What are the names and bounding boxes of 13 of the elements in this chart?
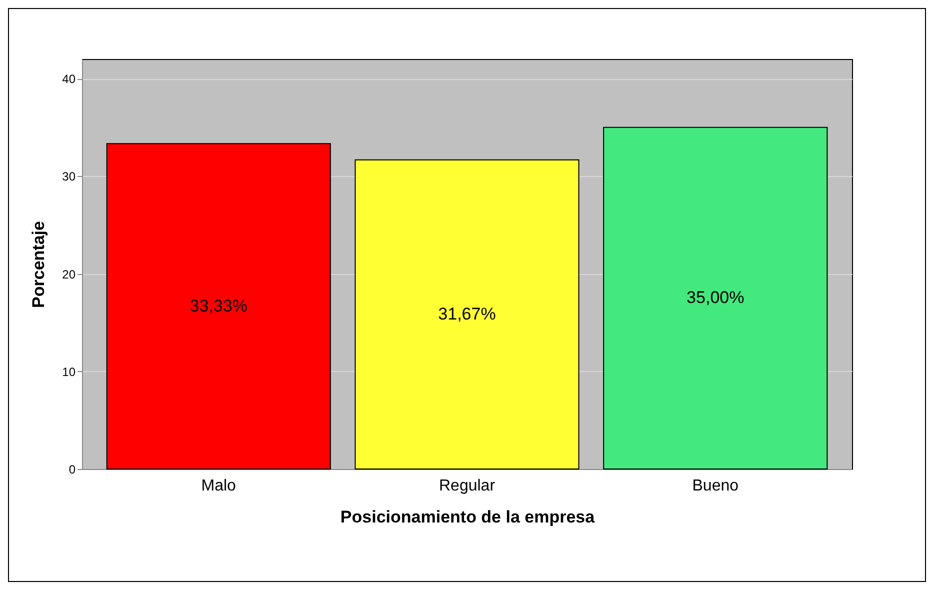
y-axis-title: Porcentaje	[29, 221, 48, 308]
x-tick-label: Malo	[201, 478, 236, 494]
data-label: 35,00%	[686, 288, 744, 308]
x-tick-label: Bueno	[692, 478, 739, 494]
y-tick-label: 10	[62, 364, 76, 379]
data-label: 33,33%	[190, 296, 248, 316]
y-tick-label: 0	[68, 462, 76, 476]
data-label: 31,67%	[438, 304, 496, 324]
y-tick-label: 40	[62, 72, 76, 86]
x-tick-label: Regular	[438, 478, 496, 494]
y-tick-label: 30	[62, 170, 76, 184]
y-tick-label: 20	[62, 267, 76, 282]
x-axis-title: Posicionamiento de la empresa	[340, 508, 596, 526]
